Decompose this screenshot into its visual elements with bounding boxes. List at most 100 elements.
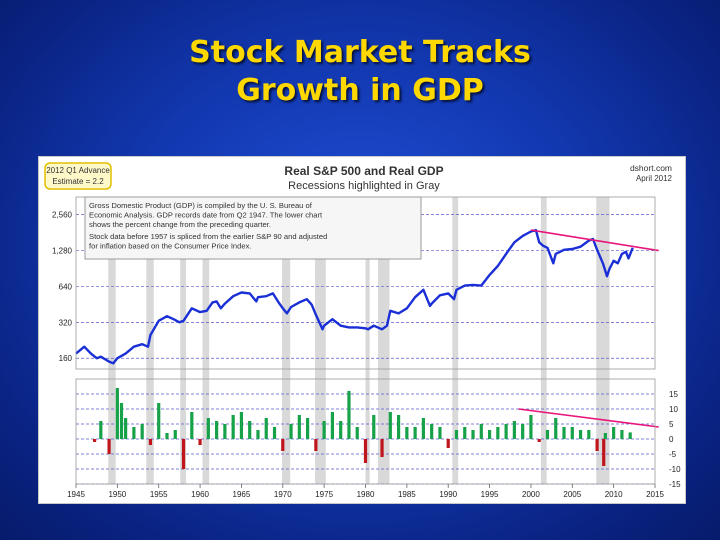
- gdp-bar-positive: [628, 432, 632, 439]
- note-box: [84, 196, 422, 260]
- x-tick-label: 2010: [605, 490, 623, 499]
- x-tick-label: 2015: [646, 490, 664, 499]
- x-tick-label: 2000: [522, 490, 540, 499]
- upper-y-tick-label: 160: [59, 354, 73, 363]
- recession-band: [315, 197, 326, 484]
- gdp-bar-positive: [355, 427, 359, 439]
- note-line-2: Economic Analysis. GDP records date from…: [89, 211, 323, 220]
- gdp-bar-positive: [479, 424, 483, 439]
- recession-band: [281, 197, 291, 484]
- gdp-bar-positive: [173, 430, 177, 439]
- gdp-bar-positive: [239, 412, 244, 439]
- x-tick-label: 1970: [274, 490, 292, 499]
- gdp-bar-positive: [487, 430, 492, 439]
- lower-y-tick-label: -10: [669, 465, 681, 474]
- gdp-bar-positive: [496, 427, 500, 439]
- lower-y-tick-label: 10: [669, 405, 678, 414]
- gdp-bar-positive: [454, 430, 459, 439]
- slide-title: Stock Market Tracks Growth in GDP: [0, 34, 720, 110]
- gdp-bar-positive: [545, 430, 550, 439]
- gdp-bar-positive: [272, 427, 277, 439]
- gdp-bar-positive: [421, 418, 425, 439]
- gdp-bar-positive: [529, 415, 533, 439]
- recession-band: [596, 197, 610, 484]
- gdp-bar-positive: [512, 421, 516, 439]
- lower-y-tick-label: -5: [669, 450, 677, 459]
- gdp-bar-negative: [93, 439, 97, 442]
- gdp-bar-negative: [314, 439, 318, 451]
- gdp-bar-positive: [521, 424, 525, 439]
- note-line-4: Stock data before 1957 is spliced from t…: [89, 232, 327, 241]
- gdp-bar-positive: [554, 418, 558, 439]
- upper-y-tick-label: 640: [59, 282, 73, 291]
- x-tick-label: 1945: [67, 490, 85, 499]
- gdp-bar-positive: [264, 418, 268, 439]
- estimate-badge: [44, 162, 112, 190]
- lower-y-tick-label: 0: [669, 435, 674, 444]
- gdp-bar-positive: [603, 433, 607, 439]
- upper-trend-line: [530, 229, 659, 252]
- lower-y-tick-label: 5: [669, 420, 674, 429]
- gdp-bar-negative: [198, 439, 202, 445]
- gdp-bar-positive: [347, 391, 351, 439]
- gdp-bar-positive: [396, 415, 401, 439]
- gdp-bar-positive: [157, 403, 161, 439]
- gdp-bar-positive: [119, 403, 124, 439]
- gdp-bar-positive: [612, 427, 616, 439]
- gdp-bar-positive: [339, 421, 343, 439]
- gdp-bar-positive: [124, 418, 128, 439]
- gdp-bar-negative: [281, 439, 285, 451]
- sp500-line-layer: [75, 228, 634, 365]
- gdp-bar-positive: [306, 418, 310, 439]
- gdp-bar-positive: [248, 421, 252, 439]
- badge-line-2: Estimate = 2.2: [52, 177, 104, 186]
- recession-band: [108, 197, 116, 484]
- recession-band: [365, 197, 370, 484]
- gdp-bar-negative: [148, 439, 153, 445]
- gdp-bar-positive: [115, 388, 119, 439]
- gdp-bar-positive: [190, 412, 194, 439]
- x-tick-label: 1960: [191, 490, 209, 499]
- x-tick-label: 1995: [481, 490, 499, 499]
- x-tick-label: 1990: [439, 490, 457, 499]
- badge-line-1: 2012 Q1 Advance: [46, 166, 110, 175]
- chart-panel: 160 320 640 1,280 2,560 -15 -10 -5 0 5 10 15 1945 195…: [38, 156, 686, 504]
- gdp-bar-negative: [446, 439, 450, 448]
- gdp-bar-positive: [562, 427, 566, 439]
- gdp-bar-positive: [413, 427, 417, 439]
- note-line-3: shows the percent change from the preced…: [89, 220, 271, 229]
- upper-y-tick-label: 1,280: [52, 247, 73, 256]
- source-label: dshort.com: [630, 163, 672, 173]
- recession-band: [540, 197, 547, 484]
- gdp-bars: [93, 388, 632, 469]
- upper-y-tick-label: 2,560: [52, 211, 73, 220]
- gdp-bar-positive: [504, 424, 508, 439]
- gdp-bar-negative: [107, 439, 111, 454]
- title-line-2: Growth in GDP: [236, 73, 484, 108]
- lower-y-tick-label: 15: [669, 390, 678, 399]
- x-tick-label: 1950: [108, 490, 126, 499]
- gdp-bar-positive: [99, 421, 103, 439]
- gdp-bar-positive: [132, 427, 136, 439]
- gdp-bar-positive: [438, 427, 442, 439]
- gdp-bar-negative: [380, 439, 384, 457]
- upper-y-tick-label: 320: [59, 318, 73, 327]
- gdp-bar-negative: [537, 439, 541, 442]
- recession-band: [180, 197, 187, 484]
- gdp-bar-positive: [215, 421, 219, 439]
- gdp-bar-positive: [463, 427, 467, 439]
- lower-trend-line: [518, 408, 659, 428]
- gdp-bar-positive: [297, 415, 301, 439]
- gdp-bar-positive: [231, 415, 235, 439]
- chart-subtitle: Recessions highlighted in Gray: [288, 180, 440, 192]
- recession-band: [452, 197, 459, 484]
- note-line-1: Gross Domestic Product (GDP) is compiled…: [89, 201, 313, 210]
- gdp-bar-positive: [430, 424, 434, 439]
- gdp-bar-positive: [223, 424, 227, 439]
- note-line-5: for inflation based on the Consumer Pric…: [89, 242, 252, 251]
- gdp-bar-positive: [570, 427, 574, 439]
- lower-y-tick-label: -15: [669, 480, 681, 489]
- gdp-bar-positive: [405, 427, 409, 439]
- gdp-bar-negative: [602, 439, 606, 466]
- gdp-bar-positive: [372, 415, 376, 439]
